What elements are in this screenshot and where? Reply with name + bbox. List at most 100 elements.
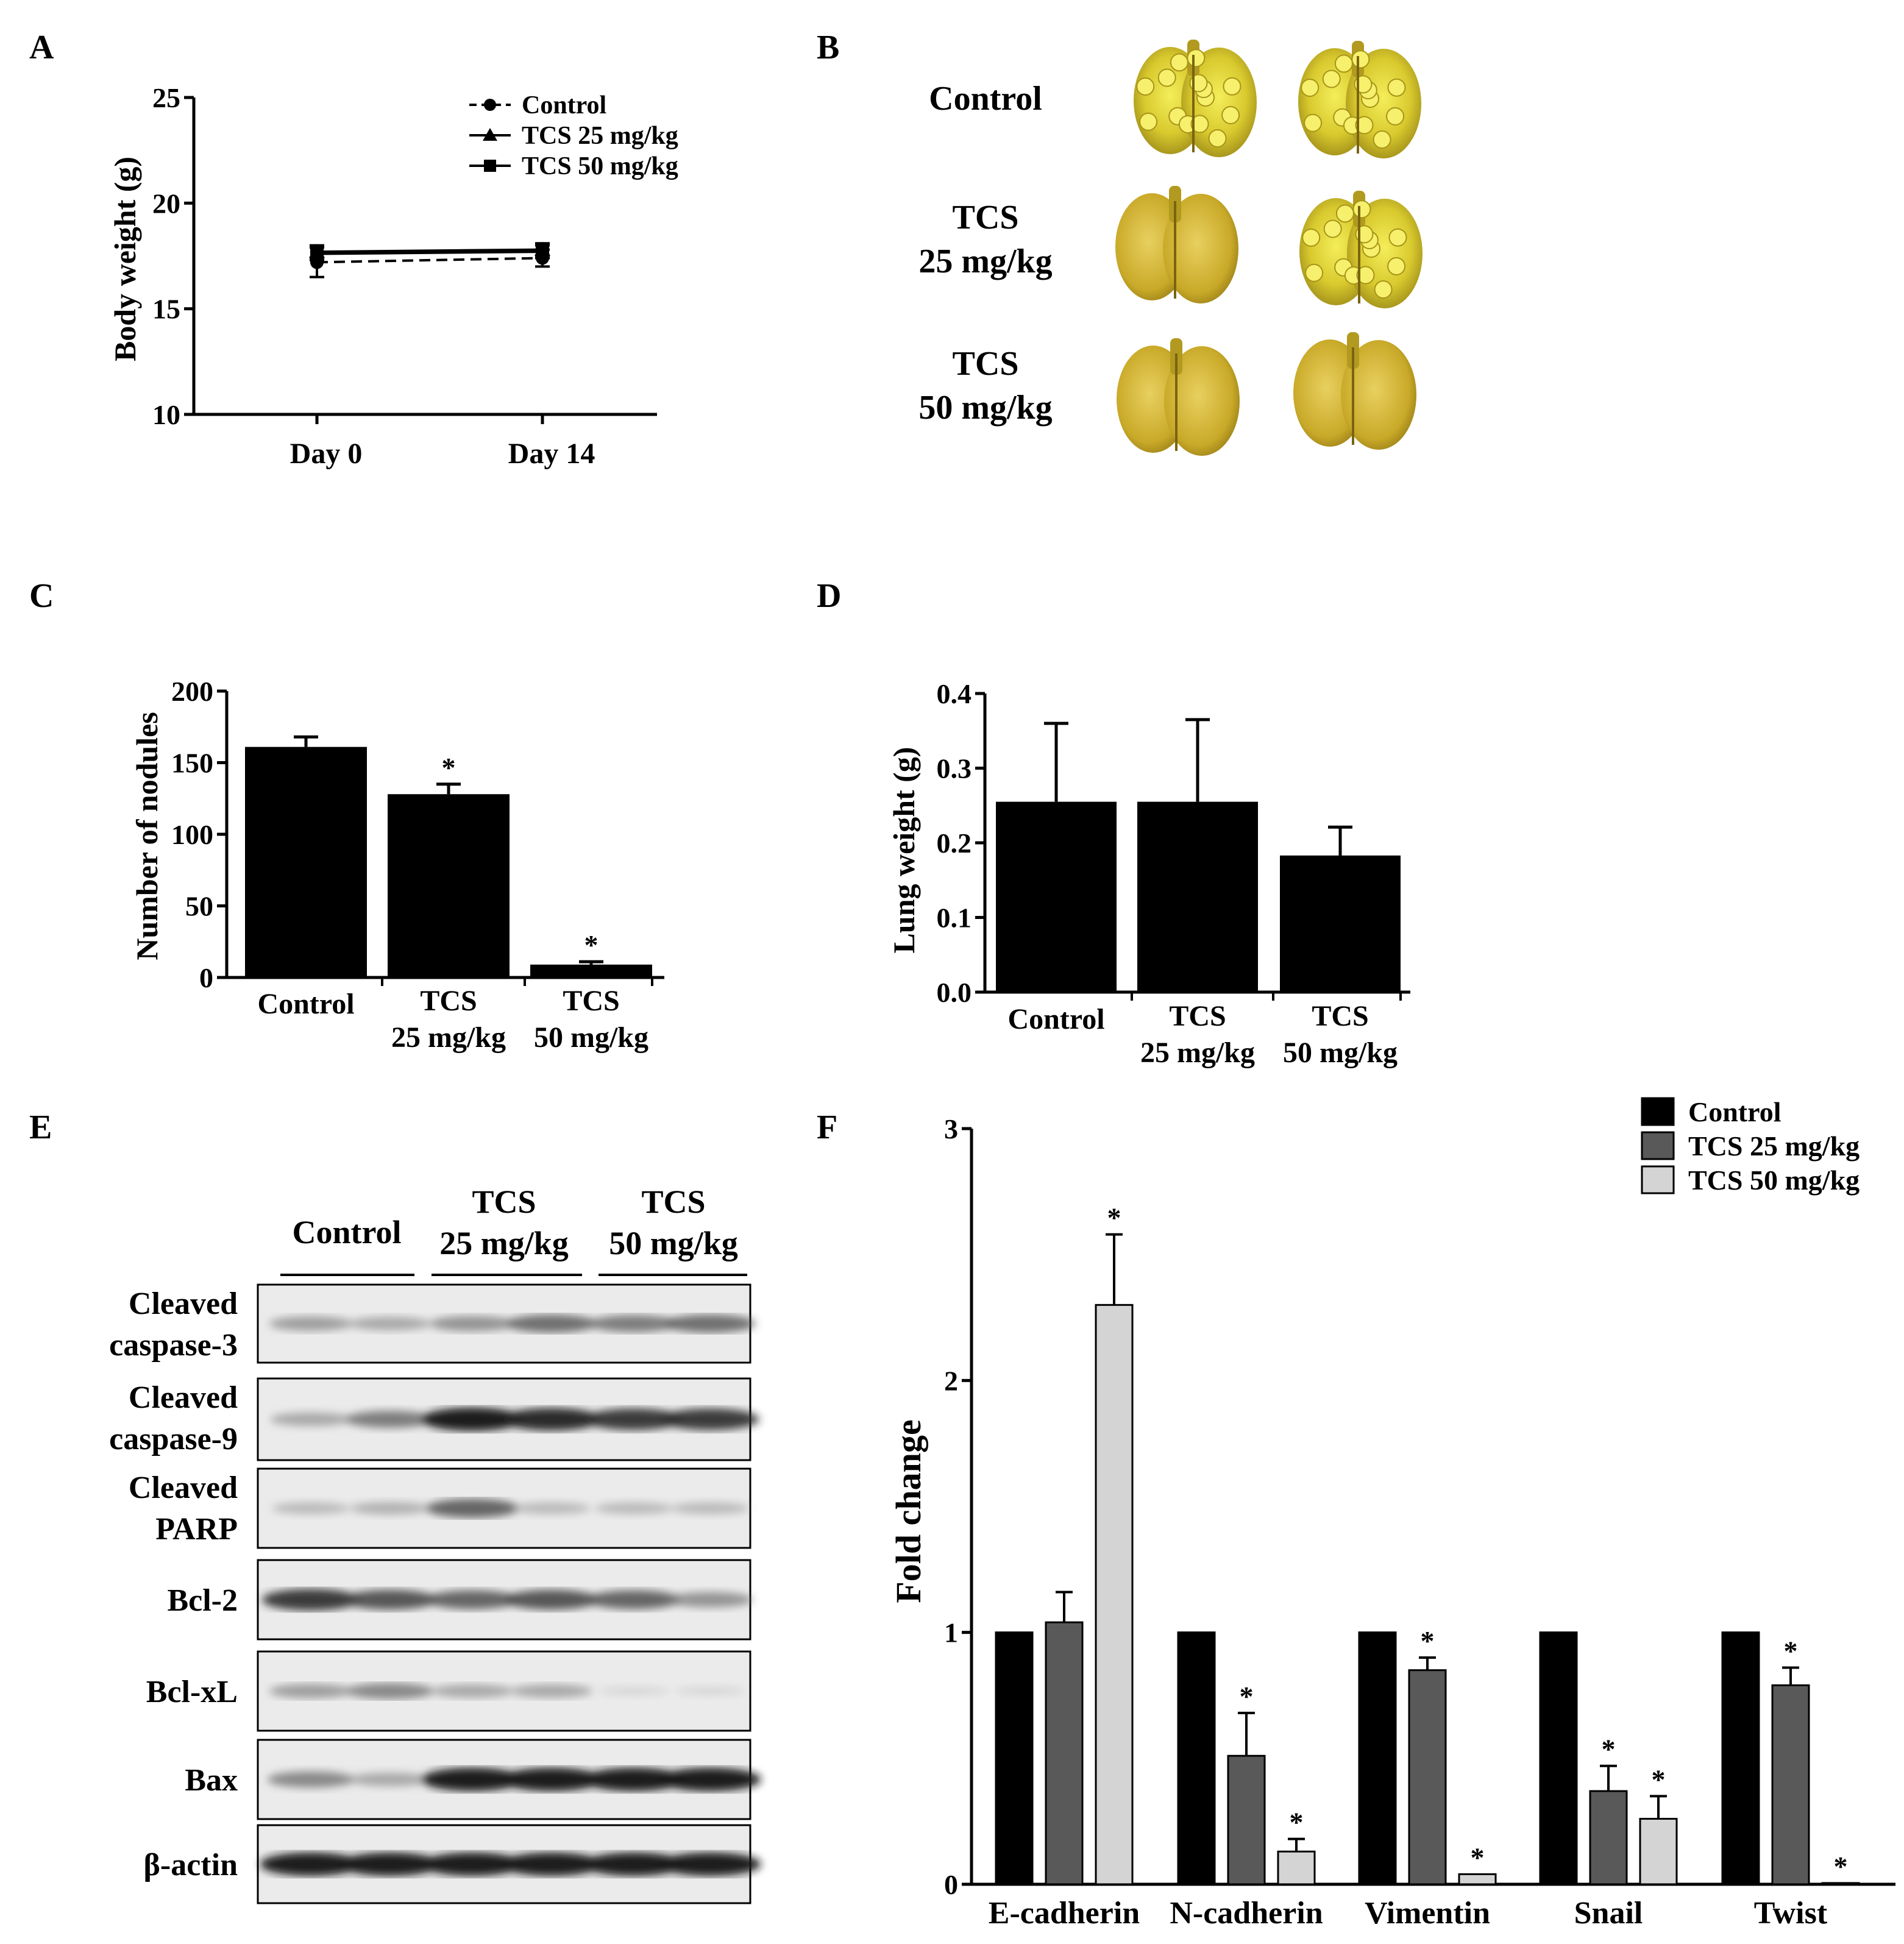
x-tick-label: Vimentin xyxy=(1365,1896,1490,1931)
protein-band xyxy=(346,1683,434,1700)
bar xyxy=(530,964,652,977)
protein-band xyxy=(589,1315,678,1332)
protein-band xyxy=(583,1852,685,1876)
legend-marker xyxy=(484,160,496,172)
x-tick-label: Twist xyxy=(1754,1896,1828,1931)
protein-band xyxy=(346,1411,435,1428)
protein-band xyxy=(267,1771,355,1788)
row-label: 25 mg/kg xyxy=(918,243,1052,280)
protein-band xyxy=(675,1687,745,1695)
x-tick-label: Day 14 xyxy=(508,438,595,470)
protein-band xyxy=(269,1316,353,1331)
bands xyxy=(261,1589,753,1611)
row-label: TCS xyxy=(953,199,1019,236)
group-labels: Control TCS 25 mg/kg TCS 50 mg/kg xyxy=(918,80,1052,427)
blot-label: Cleaved xyxy=(129,1470,238,1505)
protein-band xyxy=(260,1852,362,1876)
group-label: TCS xyxy=(641,1183,705,1220)
nodule xyxy=(1387,78,1406,97)
y-tick-label: 150 xyxy=(171,748,213,779)
x-tick-label: TCS xyxy=(563,985,619,1017)
blot-rows: Cleaved caspase-3 Cleaved caspase-9 Cleaved P… xyxy=(109,1283,761,1904)
blot-label: Cleaved xyxy=(129,1380,238,1415)
protein-band xyxy=(426,1499,519,1518)
x-tick-label: 25 mg/kg xyxy=(1140,1037,1255,1069)
protein-band xyxy=(430,1316,515,1332)
blot-row: Cleaved PARP xyxy=(129,1467,751,1549)
bar xyxy=(1358,1631,1397,1885)
protein-band xyxy=(426,1590,519,1609)
protein-band xyxy=(500,1852,603,1876)
nodule xyxy=(1335,204,1354,223)
western-blot-panel: Control TCS 25 mg/kg TCS 50 mg/kg Cleaved cas… xyxy=(109,1183,761,1904)
significance-marker: * xyxy=(442,752,456,783)
lung-weight-chart: Lung weight (g) 0.0 0.1 0.2 0.3 0.4 Control TC… xyxy=(887,678,1410,1069)
y-tick-label: 15 xyxy=(152,294,180,325)
nodule xyxy=(1304,113,1323,132)
body-weight-chart: Body weight (g) 10 15 20 25 Day 0 Day 14 Cont… xyxy=(108,82,678,470)
y-axis-title: Body weight (g) xyxy=(108,157,142,361)
x-tick-label: 50 mg/kg xyxy=(1283,1037,1398,1069)
protein-band xyxy=(502,1408,602,1431)
nodule xyxy=(1351,50,1370,69)
x-tick-label: Day 0 xyxy=(290,438,363,470)
protein-band xyxy=(432,1684,513,1698)
nodule xyxy=(1388,228,1407,247)
legend-swatch xyxy=(1641,1131,1675,1160)
protein-band xyxy=(421,1767,524,1792)
protein-band xyxy=(583,1767,685,1792)
lung-photo xyxy=(1298,41,1421,158)
bar xyxy=(996,801,1117,992)
y-tick-label: 20 xyxy=(152,188,180,219)
series-line xyxy=(316,250,543,255)
nodule xyxy=(1323,219,1342,238)
lung-photo xyxy=(1293,332,1416,450)
blot-row: Bcl-xL xyxy=(146,1650,751,1732)
bar xyxy=(1408,1669,1447,1885)
nodule xyxy=(1355,116,1374,135)
nodule xyxy=(1356,266,1375,285)
panel-label-f: F xyxy=(817,1109,837,1146)
lung-lobe-right xyxy=(1163,194,1238,303)
legend-swatch xyxy=(1641,1097,1675,1126)
bands xyxy=(269,1683,745,1700)
nodule xyxy=(1223,77,1242,96)
nodule xyxy=(1373,130,1391,149)
y-axis-title: Number of nodules xyxy=(130,712,164,960)
panel-label-c: C xyxy=(29,577,54,615)
y-tick-label: 0 xyxy=(199,962,213,993)
bar xyxy=(1137,801,1258,992)
x-tick-label: N-cadherin xyxy=(1170,1896,1323,1931)
y-tick-label: 3 xyxy=(944,1113,958,1144)
lung-lobe-right xyxy=(1341,340,1416,450)
bar xyxy=(1639,1818,1678,1885)
bar xyxy=(995,1631,1034,1885)
legend-label: TCS 25 mg/kg xyxy=(1688,1130,1860,1162)
nodule xyxy=(1136,77,1155,96)
significance-marker: * xyxy=(1834,1851,1848,1882)
legend-label: Control xyxy=(1688,1096,1781,1127)
protein-band xyxy=(506,1314,597,1333)
bar xyxy=(1277,1850,1316,1885)
x-tick-label: TCS xyxy=(420,985,477,1017)
nodule xyxy=(1305,263,1324,282)
legend-label: TCS 50 mg/kg xyxy=(522,152,678,180)
blot-row: β-actin xyxy=(144,1824,761,1904)
plot: 0 50 100 150 200 Control * TCS 25 mg/kg * TCS 50 mg… xyxy=(171,676,664,1054)
significance-marker: * xyxy=(1107,1202,1121,1233)
row-label: Control xyxy=(929,80,1042,118)
x-tick-label: TCS xyxy=(1312,1000,1368,1032)
y-tick-label: 25 xyxy=(152,82,180,113)
bar xyxy=(245,747,367,977)
protein-band xyxy=(500,1767,603,1792)
protein-band xyxy=(671,1502,749,1514)
x-tick-label: Snail xyxy=(1574,1896,1643,1931)
panel-label-d: D xyxy=(817,577,841,615)
plot: 0 1 2 3 * E-cadherin * * N-cadherin * * Vimentin * * S… xyxy=(944,1113,1895,1931)
protein-band xyxy=(667,1592,753,1608)
y-tick-label: 50 xyxy=(185,891,213,922)
protein-band xyxy=(421,1852,524,1876)
nodules-chart: Number of nodules 0 50 100 150 200 Control * TC… xyxy=(130,676,664,1054)
nodule xyxy=(1334,54,1353,73)
